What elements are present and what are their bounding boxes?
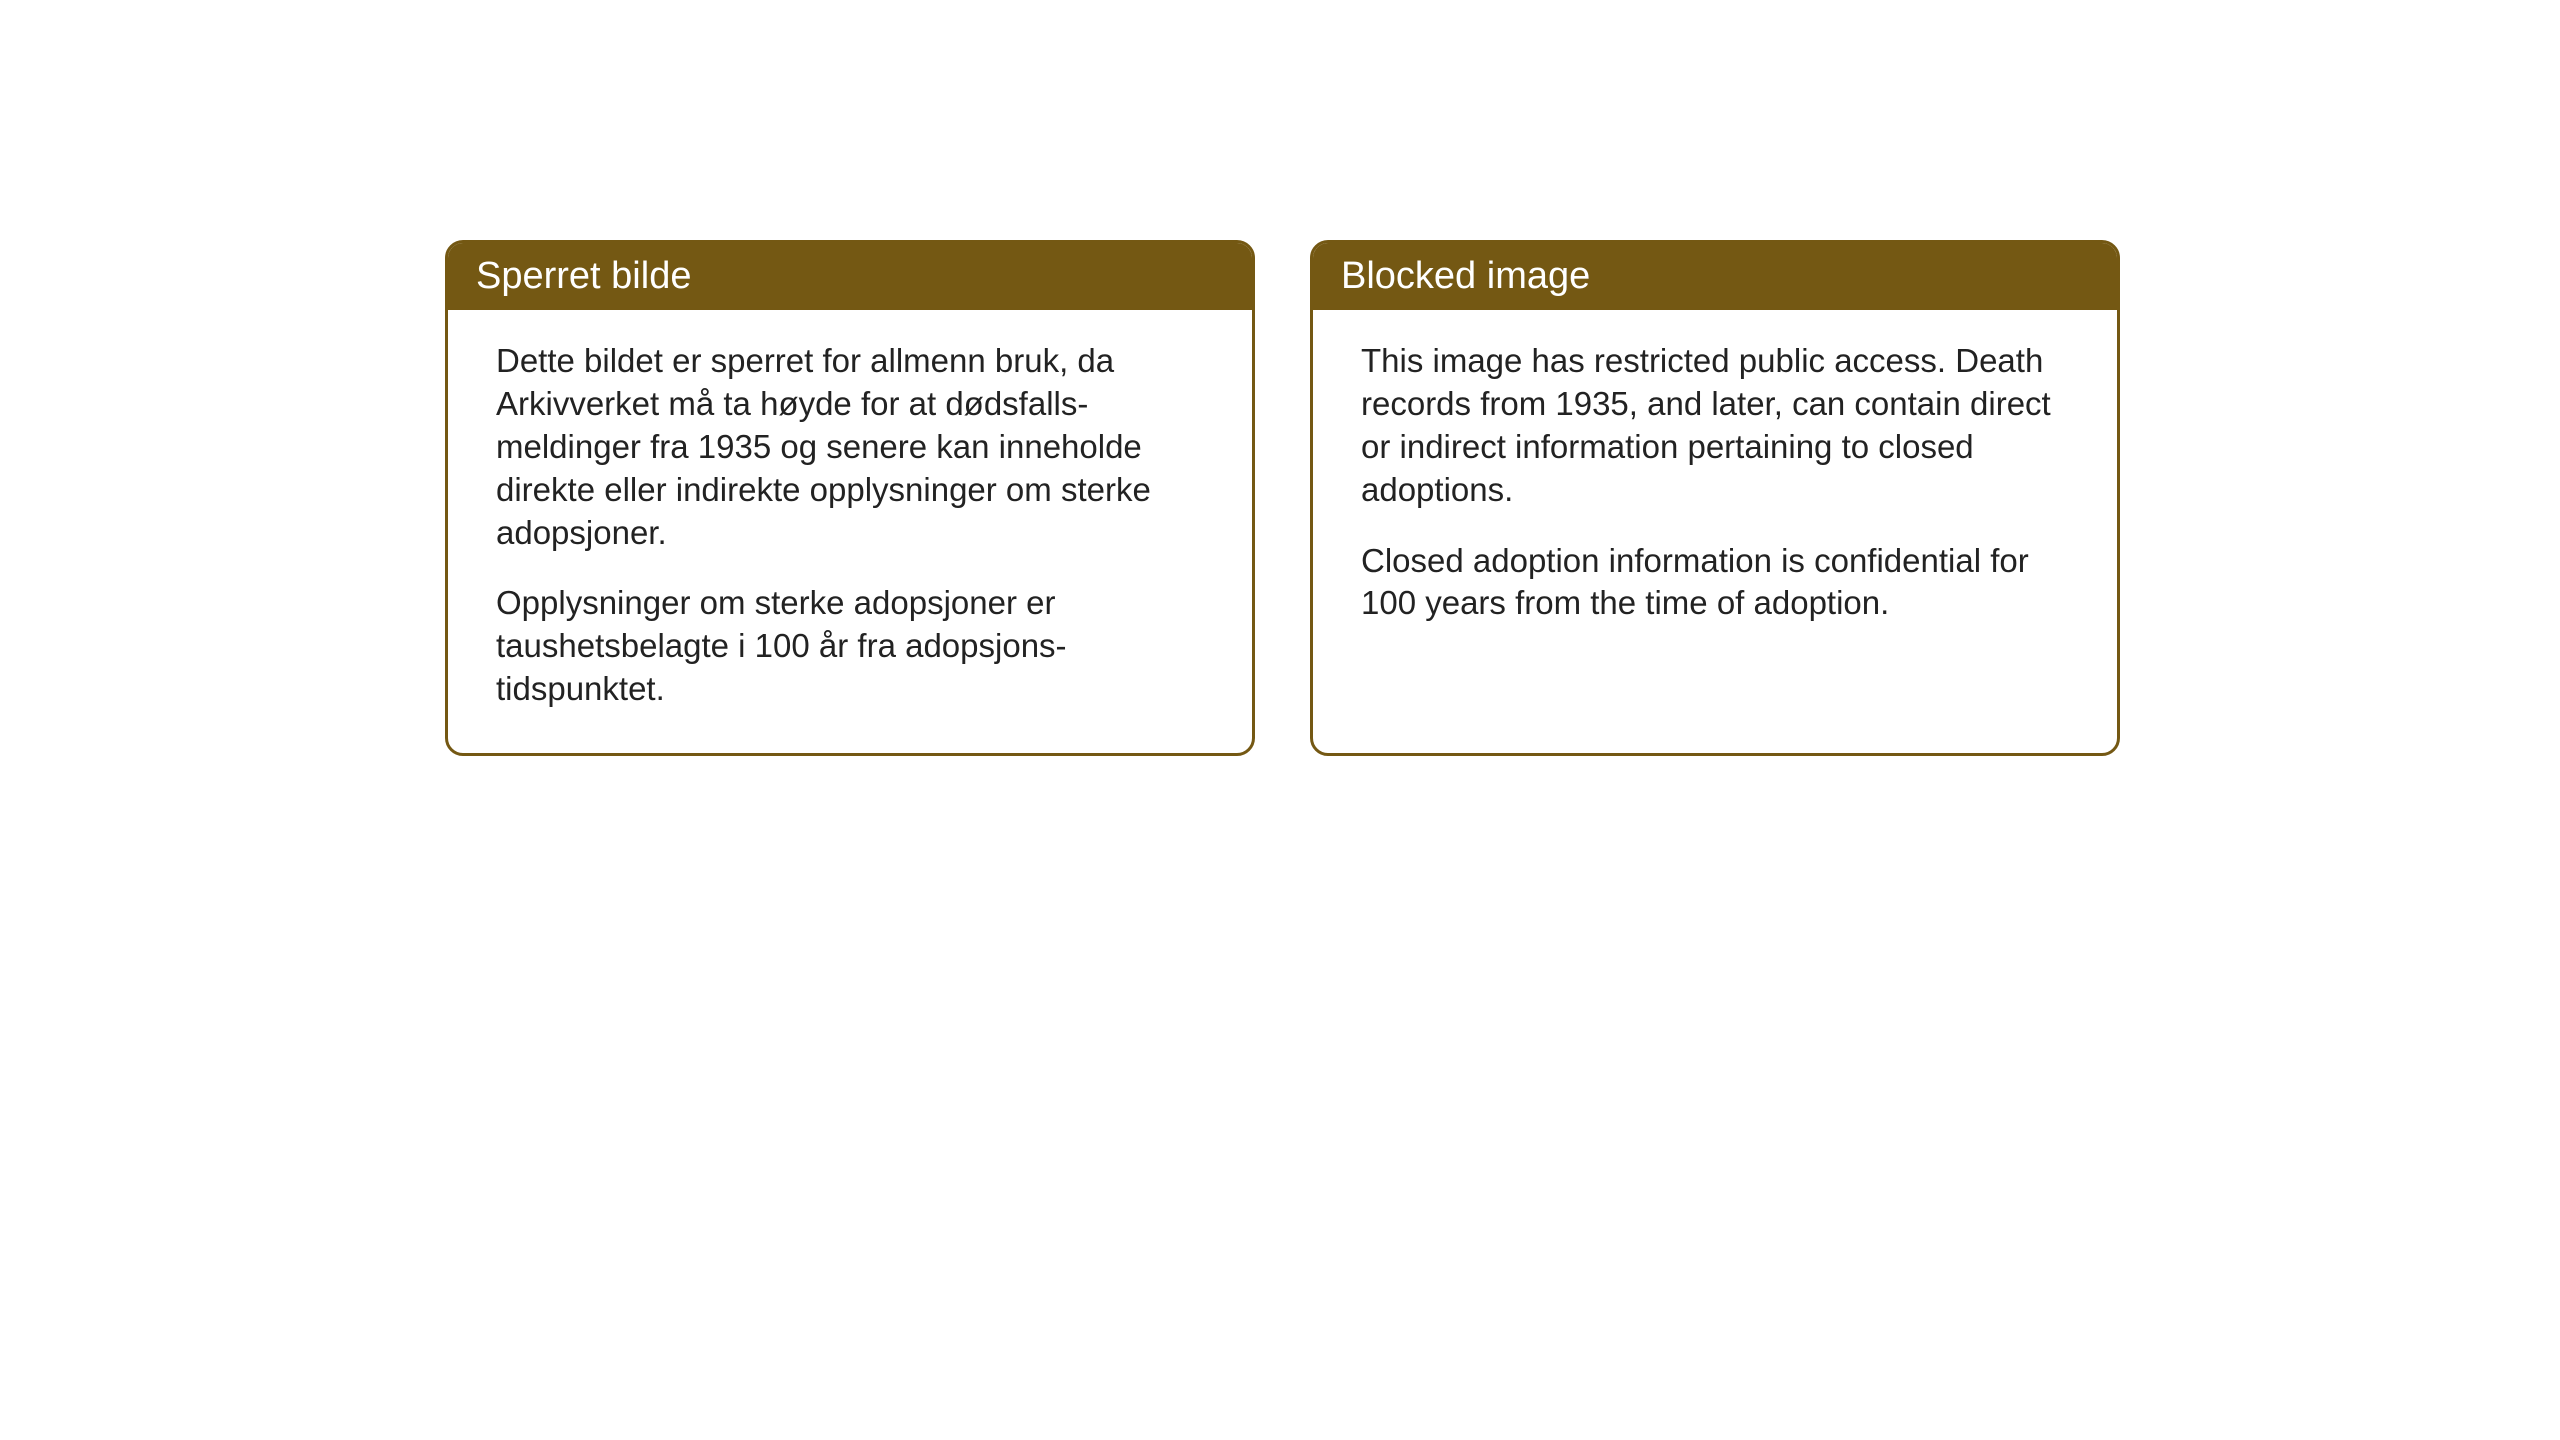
paragraph-norwegian-1: Dette bildet er sperret for allmenn bruk… [496,340,1204,554]
notice-card-norwegian: Sperret bilde Dette bildet er sperret fo… [445,240,1255,756]
card-header-english: Blocked image [1313,243,2117,310]
notice-card-english: Blocked image This image has restricted … [1310,240,2120,756]
card-title-english: Blocked image [1341,255,1590,297]
card-body-english: This image has restricted public access.… [1313,310,2117,667]
paragraph-english-2: Closed adoption information is confident… [1361,540,2069,626]
card-header-norwegian: Sperret bilde [448,243,1252,310]
paragraph-norwegian-2: Opplysninger om sterke adopsjoner er tau… [496,582,1204,711]
paragraph-english-1: This image has restricted public access.… [1361,340,2069,512]
card-title-norwegian: Sperret bilde [476,255,691,297]
notice-container: Sperret bilde Dette bildet er sperret fo… [445,240,2120,756]
card-body-norwegian: Dette bildet er sperret for allmenn bruk… [448,310,1252,753]
